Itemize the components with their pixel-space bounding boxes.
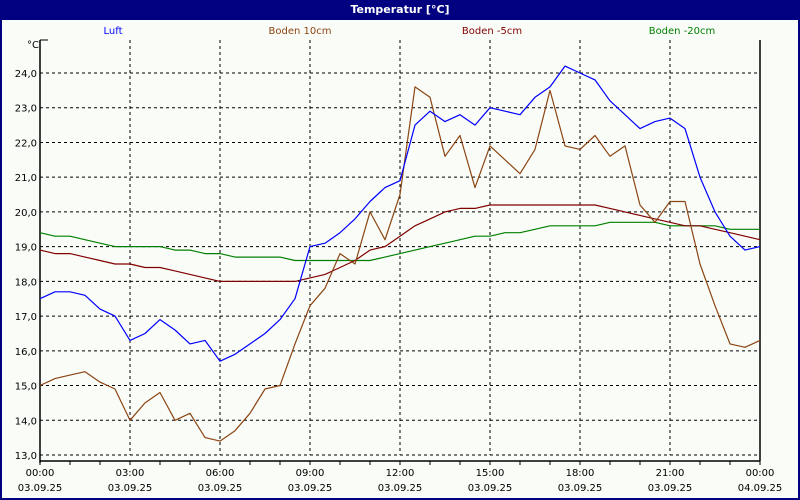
x-tick-time: 18:00 <box>566 468 595 479</box>
x-tick-date: 03.09.25 <box>558 483 603 494</box>
y-tick-label: 20,0 <box>15 208 37 219</box>
y-tick-label: 16,0 <box>15 347 37 358</box>
x-tick-date: 04.09.25 <box>738 483 783 494</box>
x-tick-time: 03:00 <box>116 468 145 479</box>
y-tick-label: 21,0 <box>15 173 37 184</box>
y-tick-label: 14,0 <box>15 416 37 427</box>
legend-item: Boden -20cm <box>649 26 716 37</box>
window-title: Temperatur [°C] <box>350 3 450 16</box>
x-tick-time: 12:00 <box>386 468 415 479</box>
x-tick-time: 06:00 <box>206 468 235 479</box>
y-tick-label: 15,0 <box>15 382 37 393</box>
x-tick-date: 03.09.25 <box>648 483 693 494</box>
y-tick-label: 23,0 <box>15 104 37 115</box>
series-line-boden-5cm <box>39 204 761 282</box>
x-tick-date: 03.09.25 <box>288 483 333 494</box>
x-tick-date: 03.09.25 <box>108 483 153 494</box>
y-axis-unit: °C <box>27 40 39 51</box>
x-tick-time: 15:00 <box>476 468 505 479</box>
series-line-luft <box>39 65 761 362</box>
series-line-boden-20cm <box>39 221 760 262</box>
x-tick-time: 21:00 <box>656 468 685 479</box>
legend-item: Boden 10cm <box>269 26 332 37</box>
y-tick-label: 24,0 <box>15 69 37 80</box>
x-tick-date: 03.09.25 <box>468 483 513 494</box>
y-tick-label: 19,0 <box>15 243 37 254</box>
y-tick-label: 18,0 <box>15 277 37 288</box>
x-tick-date: 03.09.25 <box>378 483 423 494</box>
x-tick-time: 00:00 <box>26 468 55 479</box>
y-tick-label: 13,0 <box>15 451 37 462</box>
y-tick-label: 22,0 <box>15 138 37 149</box>
x-tick-time: 09:00 <box>296 468 325 479</box>
legend-item: Luft <box>104 26 123 37</box>
y-tick-label: 17,0 <box>15 312 37 323</box>
legend-item: Boden -5cm <box>462 26 522 37</box>
x-tick-time: 00:00 <box>746 468 775 479</box>
x-tick-date: 03.09.25 <box>18 483 63 494</box>
x-tick-date: 03.09.25 <box>198 483 243 494</box>
series-line-boden-10cm <box>39 86 761 442</box>
